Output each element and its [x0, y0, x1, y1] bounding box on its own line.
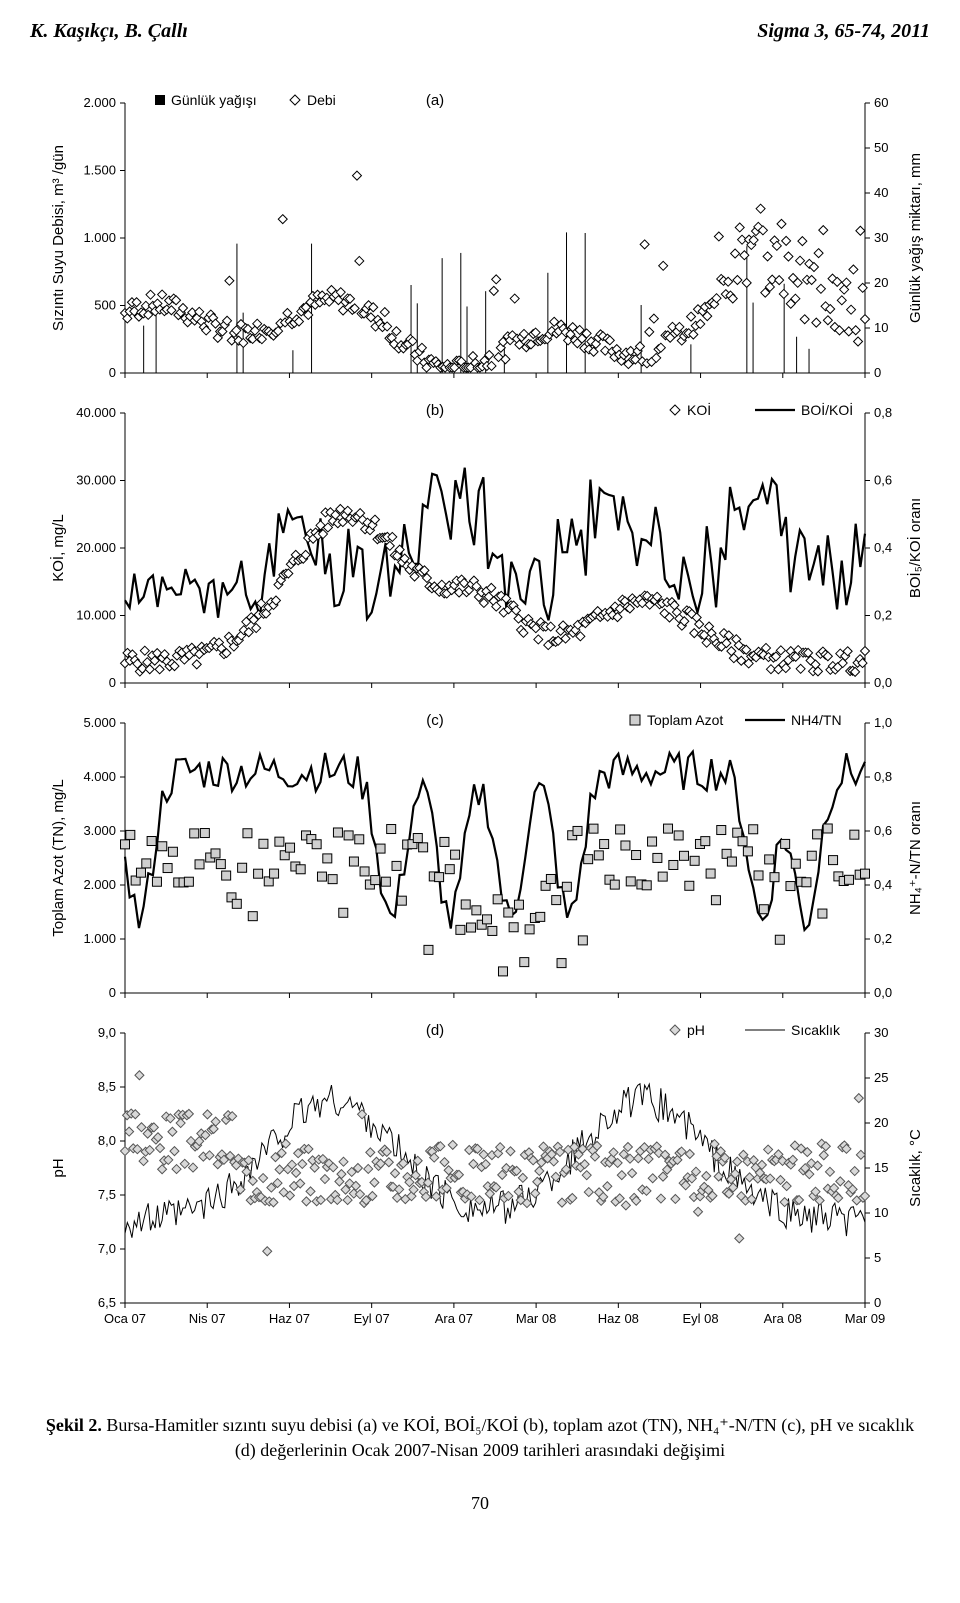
svg-text:0: 0 — [109, 675, 116, 690]
journal-ref: Sigma 3, 65-74, 2011 — [757, 20, 930, 43]
svg-text:Sıcaklık: Sıcaklık — [791, 1022, 841, 1038]
svg-text:1.500: 1.500 — [83, 163, 116, 178]
svg-text:10: 10 — [874, 320, 888, 335]
svg-text:1.000: 1.000 — [83, 230, 116, 245]
svg-text:25: 25 — [874, 1070, 888, 1085]
svg-text:Haz 07: Haz 07 — [269, 1311, 310, 1326]
caption-body: Bursa-Hamitler sızıntı suyu debisi (a) v… — [102, 1415, 914, 1460]
svg-text:40.000: 40.000 — [76, 405, 116, 420]
svg-text:0: 0 — [109, 365, 116, 380]
svg-text:5: 5 — [874, 1250, 881, 1265]
svg-text:(d): (d) — [426, 1022, 444, 1039]
svg-text:500: 500 — [94, 298, 116, 313]
svg-text:0,0: 0,0 — [874, 675, 892, 690]
svg-text:9,0: 9,0 — [98, 1025, 116, 1040]
page-number: 70 — [30, 1493, 930, 1514]
svg-text:7,5: 7,5 — [98, 1187, 116, 1202]
svg-text:Haz 08: Haz 08 — [598, 1311, 639, 1326]
svg-text:0,8: 0,8 — [874, 405, 892, 420]
svg-text:3.000: 3.000 — [83, 823, 116, 838]
svg-text:2.000: 2.000 — [83, 95, 116, 110]
svg-text:30: 30 — [874, 1025, 888, 1040]
caption-lead: Şekil 2. — [46, 1415, 102, 1435]
svg-text:Toplam Azot: Toplam Azot — [647, 712, 723, 728]
figure-2: 05001.0001.5002.0000102030405060Sızıntı … — [30, 83, 930, 1383]
svg-text:8,5: 8,5 — [98, 1079, 116, 1094]
svg-text:0,2: 0,2 — [874, 608, 892, 623]
svg-text:0,6: 0,6 — [874, 473, 892, 488]
svg-text:Eyl 07: Eyl 07 — [354, 1311, 390, 1326]
svg-text:0: 0 — [874, 1295, 881, 1310]
svg-text:Sızıntı Suyu Debisi, m³ /gün: Sızıntı Suyu Debisi, m³ /gün — [50, 145, 67, 331]
svg-text:5.000: 5.000 — [83, 715, 116, 730]
svg-text:40: 40 — [874, 185, 888, 200]
svg-text:7,0: 7,0 — [98, 1241, 116, 1256]
svg-text:6,5: 6,5 — [98, 1295, 116, 1310]
svg-text:20.000: 20.000 — [76, 540, 116, 555]
svg-text:Debi: Debi — [307, 92, 336, 108]
svg-text:1,0: 1,0 — [874, 715, 892, 730]
svg-text:8,0: 8,0 — [98, 1133, 116, 1148]
svg-text:0,0: 0,0 — [874, 985, 892, 1000]
svg-text:0,8: 0,8 — [874, 769, 892, 784]
page-header: K. Kaşıkçı, B. Çallı Sigma 3, 65-74, 201… — [30, 20, 930, 43]
svg-text:4.000: 4.000 — [83, 769, 116, 784]
svg-text:Nis 07: Nis 07 — [189, 1311, 226, 1326]
svg-text:pH: pH — [50, 1158, 67, 1177]
svg-text:KOİ, mg/L: KOİ, mg/L — [49, 514, 67, 582]
svg-text:(a): (a) — [426, 92, 444, 109]
svg-text:10.000: 10.000 — [76, 608, 116, 623]
svg-text:15: 15 — [874, 1160, 888, 1175]
svg-text:Günlük yağışı: Günlük yağışı — [171, 92, 257, 108]
svg-text:0: 0 — [874, 365, 881, 380]
svg-text:Günlük yağış miktarı, mm: Günlük yağış miktarı, mm — [907, 153, 924, 323]
authors: K. Kaşıkçı, B. Çallı — [30, 20, 188, 43]
svg-text:Toplam Azot (TN), mg/L: Toplam Azot (TN), mg/L — [50, 779, 67, 937]
svg-text:1.000: 1.000 — [83, 931, 116, 946]
svg-text:NH₄⁺-N/TN oranı: NH₄⁺-N/TN oranı — [907, 801, 924, 915]
svg-text:0,6: 0,6 — [874, 823, 892, 838]
svg-text:0,2: 0,2 — [874, 931, 892, 946]
svg-text:Ara 07: Ara 07 — [435, 1311, 473, 1326]
svg-text:Mar 08: Mar 08 — [516, 1311, 556, 1326]
svg-text:0: 0 — [109, 985, 116, 1000]
svg-text:BOİ₅/KOİ oranı: BOİ₅/KOİ oranı — [906, 498, 924, 598]
svg-text:2.000: 2.000 — [83, 877, 116, 892]
svg-text:Oca 07: Oca 07 — [104, 1311, 146, 1326]
svg-text:pH: pH — [687, 1022, 705, 1038]
svg-text:30.000: 30.000 — [76, 473, 116, 488]
svg-text:(b): (b) — [426, 402, 444, 419]
svg-text:Sıcaklık, °C: Sıcaklık, °C — [907, 1129, 924, 1207]
svg-text:20: 20 — [874, 1115, 888, 1130]
svg-text:NH4/TN: NH4/TN — [791, 712, 842, 728]
svg-text:50: 50 — [874, 140, 888, 155]
svg-text:0,4: 0,4 — [874, 877, 892, 892]
svg-text:20: 20 — [874, 275, 888, 290]
svg-text:30: 30 — [874, 230, 888, 245]
figure-caption: Şekil 2. Bursa-Hamitler sızıntı suyu deb… — [30, 1413, 930, 1463]
figure-svg: 05001.0001.5002.0000102030405060Sızıntı … — [30, 83, 930, 1383]
svg-text:Eyl 08: Eyl 08 — [682, 1311, 718, 1326]
svg-text:KOİ: KOİ — [687, 401, 711, 418]
svg-text:0,4: 0,4 — [874, 540, 892, 555]
svg-text:60: 60 — [874, 95, 888, 110]
svg-text:Ara 08: Ara 08 — [764, 1311, 802, 1326]
svg-text:BOİ/KOİ: BOİ/KOİ — [801, 401, 853, 418]
svg-text:(c): (c) — [426, 712, 444, 729]
svg-text:10: 10 — [874, 1205, 888, 1220]
svg-text:Mar 09: Mar 09 — [845, 1311, 885, 1326]
